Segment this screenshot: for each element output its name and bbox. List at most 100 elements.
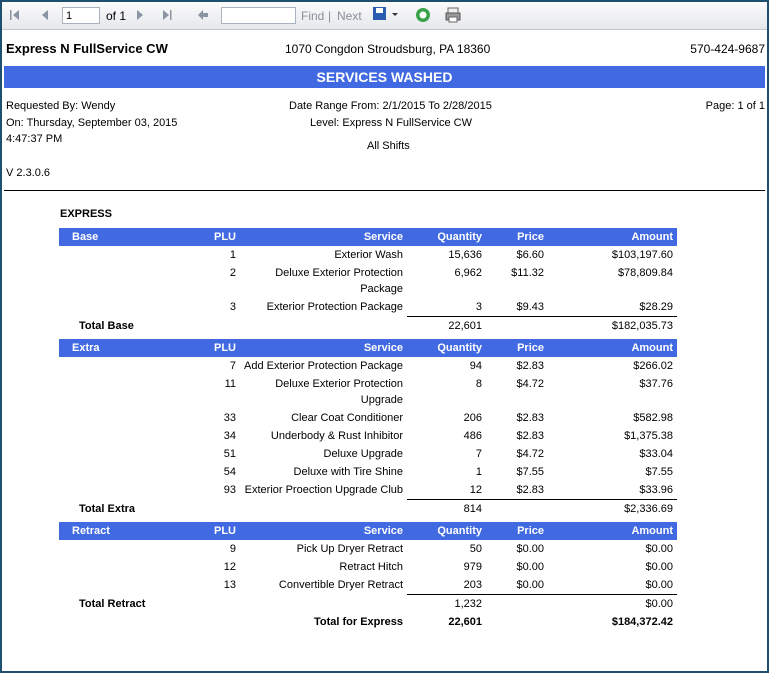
price: $0.00 [516,543,544,555]
page-count: of 1 [106,9,127,23]
nav-prev[interactable] [42,10,48,20]
quantity: 94 [469,360,482,372]
amount: $0.00 [645,543,673,555]
price: $2.83 [516,484,544,496]
data-row: 1 Exterior Wash 15,636 $6.60 $103,197.60 [59,246,677,264]
plu: 51 [223,448,236,460]
page-input[interactable]: 1 [62,7,100,24]
quantity: 7 [475,448,482,460]
total-quantity: 814 [407,499,486,518]
amount: $78,809.84 [617,267,673,279]
nav-first[interactable] [10,10,19,20]
total-amount: $2,336.69 [548,499,677,518]
cell [59,540,177,558]
price: $6.60 [516,249,544,261]
amount: $28.29 [639,301,673,313]
service: Clear Coat Conditioner [291,412,403,424]
cell [59,409,177,427]
amount: $103,197.60 [611,249,673,261]
price: $2.83 [516,360,544,372]
run-date: On: Thursday, September 03, 2015 [6,117,178,129]
price: $4.72 [516,448,544,460]
data-row: 34 Underbody & Rust Inhibitor 486 $2.83 $1,3… [59,427,677,445]
price: $11.32 [511,267,544,279]
nav-last[interactable] [163,10,172,20]
next-button[interactable]: Next [337,9,362,23]
total-quantity: 1,232 [407,594,486,613]
cell [486,613,548,631]
quantity: 203 [463,579,482,591]
data-row: 9 Pick Up Dryer Retract 50 $0.00 $0.00 [59,540,677,558]
column-header: Service [240,522,407,540]
amount: $7.55 [645,466,673,478]
divider [4,190,765,191]
cell [59,264,177,298]
group-name: Base [59,228,177,246]
group-name: Retract [59,522,177,540]
date-range: Date Range From: 2/1/2015 To 2/28/2015 [289,100,492,112]
data-row: 33 Clear Coat Conditioner 206 $2.83 $582.98 [59,409,677,427]
find-button[interactable]: Find [301,9,325,23]
shifts: All Shifts [367,140,410,152]
refresh-icon[interactable] [416,8,430,22]
amount: $33.04 [639,448,673,460]
total-amount: $0.00 [548,594,677,613]
plu: 12 [223,561,236,573]
amount: $1,375.38 [624,430,673,442]
grand-total-quantity: 22,601 [448,616,482,628]
group-name: Extra [59,339,177,357]
service: Exterior Protection Package [266,301,403,313]
run-time: 4:47:37 PM [6,133,63,145]
service: Retract Hitch [339,561,403,573]
cell [486,594,548,613]
grand-total-label: Total for Express [313,616,403,628]
column-header: PLU [177,522,240,540]
cell [240,317,407,336]
service: Add Exterior Protection Package [244,360,403,372]
service: Pick Up Dryer Retract [296,543,403,555]
cell [59,375,177,409]
column-header: Quantity [407,339,486,357]
company-name: Express N FullService CW [6,41,168,56]
cell [59,463,177,481]
total-label: Total Retract [79,597,146,610]
column-header: Quantity [407,522,486,540]
service: Exterior Wash [334,249,403,261]
page-number: Page: 1 of 1 [705,100,765,112]
cell [240,595,407,614]
price: $4.72 [516,378,544,390]
quantity: 50 [469,543,482,555]
cell [486,316,548,335]
price: $9.43 [516,301,544,313]
data-row: 7 Add Exterior Protection Package 94 $2.83 $… [59,357,677,375]
total-quantity: 22,601 [407,316,486,335]
nav-next[interactable] [137,10,143,20]
amount: $33.96 [639,484,673,496]
cell [59,445,177,463]
plu: 11 [224,378,236,390]
separator: | [328,9,332,23]
version: V 2.3.0.6 [6,167,51,179]
data-row: 11 Deluxe Exterior Protection Upgrade 8 $4.… [59,375,677,409]
data-row: 54 Deluxe with Tire Shine 1 $7.55 $7.55 [59,463,677,481]
cell [59,427,177,445]
export-icon[interactable] [373,7,398,20]
quantity: 12 [469,484,482,496]
amount: $266.02 [633,360,673,372]
quantity: 8 [475,378,482,390]
total-row: Total Base 22,601 $182,035.73 [59,316,677,336]
plu: 7 [229,360,236,372]
amount: $37.76 [639,378,673,390]
amount: $0.00 [645,579,673,591]
quantity: 6,962 [454,267,482,279]
plu: 13 [223,579,236,591]
print-icon[interactable] [445,7,461,23]
find-input[interactable] [221,7,296,24]
quantity: 3 [475,301,482,313]
column-header: PLU [177,228,240,246]
price: $0.00 [516,561,544,573]
nav-back[interactable] [198,10,208,20]
quantity: 15,636 [448,249,482,261]
amount: $582.98 [633,412,673,424]
service: Underbody & Rust Inhibitor [270,430,403,442]
